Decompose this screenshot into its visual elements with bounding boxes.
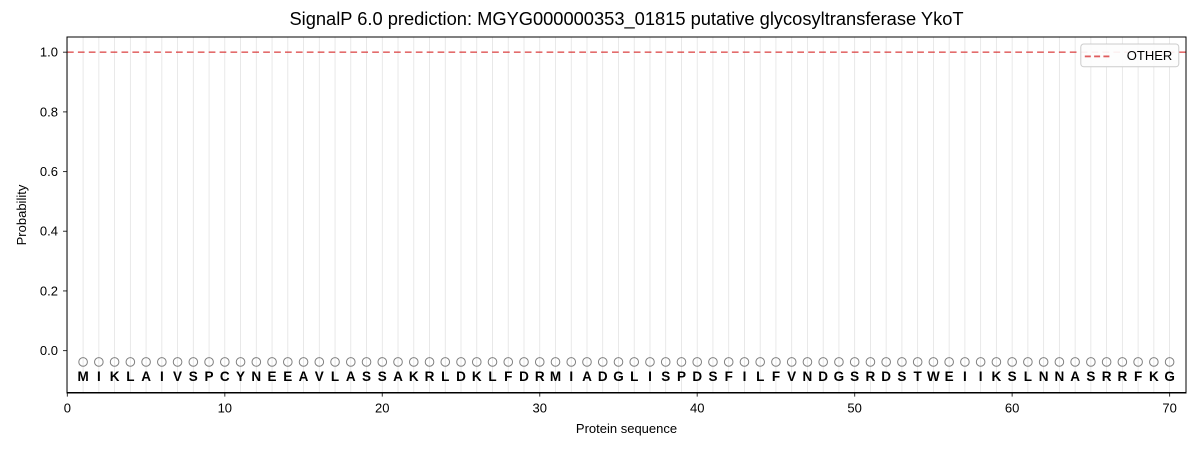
- svg-text:S: S: [362, 369, 371, 384]
- svg-text:F: F: [725, 369, 733, 384]
- svg-text:D: D: [598, 369, 608, 384]
- svg-text:S: S: [661, 369, 670, 384]
- svg-text:P: P: [205, 369, 214, 384]
- svg-text:C: C: [220, 369, 230, 384]
- svg-text:L: L: [488, 369, 496, 384]
- svg-text:L: L: [1024, 369, 1032, 384]
- svg-text:R: R: [1102, 369, 1112, 384]
- svg-text:G: G: [613, 369, 624, 384]
- svg-text:L: L: [126, 369, 134, 384]
- svg-text:A: A: [346, 369, 356, 384]
- svg-text:E: E: [268, 369, 277, 384]
- svg-text:T: T: [914, 369, 923, 384]
- svg-text:A: A: [582, 369, 592, 384]
- svg-text:G: G: [1164, 369, 1175, 384]
- svg-text:A: A: [393, 369, 403, 384]
- svg-text:I: I: [979, 369, 983, 384]
- svg-text:D: D: [692, 369, 702, 384]
- svg-text:A: A: [299, 369, 309, 384]
- svg-text:N: N: [1039, 369, 1049, 384]
- svg-text:30: 30: [533, 401, 547, 416]
- svg-text:I: I: [743, 369, 747, 384]
- svg-text:1.0: 1.0: [40, 45, 58, 60]
- svg-text:L: L: [756, 369, 764, 384]
- svg-text:S: S: [708, 369, 717, 384]
- svg-text:I: I: [160, 369, 164, 384]
- svg-text:F: F: [1134, 369, 1142, 384]
- svg-text:70: 70: [1162, 401, 1176, 416]
- svg-text:V: V: [173, 369, 182, 384]
- svg-text:R: R: [866, 369, 876, 384]
- svg-text:K: K: [110, 369, 120, 384]
- svg-text:Y: Y: [236, 369, 245, 384]
- svg-text:I: I: [648, 369, 652, 384]
- svg-text:0.0: 0.0: [40, 343, 58, 358]
- svg-text:D: D: [818, 369, 828, 384]
- svg-text:S: S: [850, 369, 859, 384]
- svg-text:N: N: [803, 369, 813, 384]
- svg-text:N: N: [1055, 369, 1065, 384]
- svg-text:40: 40: [690, 401, 704, 416]
- svg-text:K: K: [409, 369, 419, 384]
- svg-text:L: L: [331, 369, 339, 384]
- svg-text:0.2: 0.2: [40, 283, 58, 298]
- svg-text:60: 60: [1005, 401, 1019, 416]
- svg-text:M: M: [77, 369, 88, 384]
- svg-text:W: W: [927, 369, 940, 384]
- svg-text:20: 20: [375, 401, 389, 416]
- svg-text:I: I: [569, 369, 573, 384]
- svg-text:V: V: [315, 369, 324, 384]
- svg-text:A: A: [141, 369, 151, 384]
- svg-text:50: 50: [847, 401, 861, 416]
- svg-text:N: N: [251, 369, 261, 384]
- svg-text:0.4: 0.4: [40, 224, 58, 239]
- svg-text:F: F: [772, 369, 780, 384]
- svg-text:I: I: [97, 369, 101, 384]
- svg-text:S: S: [189, 369, 198, 384]
- svg-text:L: L: [630, 369, 638, 384]
- svg-text:S: S: [897, 369, 906, 384]
- svg-text:E: E: [283, 369, 292, 384]
- svg-text:S: S: [378, 369, 387, 384]
- svg-text:R: R: [535, 369, 545, 384]
- svg-text:K: K: [472, 369, 482, 384]
- svg-text:0.6: 0.6: [40, 164, 58, 179]
- svg-text:K: K: [1149, 369, 1159, 384]
- svg-text:G: G: [834, 369, 845, 384]
- svg-text:0.8: 0.8: [40, 104, 58, 119]
- svg-text:I: I: [963, 369, 967, 384]
- svg-text:OTHER: OTHER: [1127, 48, 1173, 63]
- svg-text:S: S: [1008, 369, 1017, 384]
- svg-text:R: R: [1117, 369, 1127, 384]
- svg-text:R: R: [425, 369, 435, 384]
- svg-text:V: V: [787, 369, 796, 384]
- svg-text:E: E: [945, 369, 954, 384]
- svg-text:10: 10: [218, 401, 232, 416]
- svg-text:L: L: [441, 369, 449, 384]
- svg-text:P: P: [677, 369, 686, 384]
- svg-text:D: D: [456, 369, 466, 384]
- svg-text:K: K: [992, 369, 1002, 384]
- svg-text:D: D: [881, 369, 891, 384]
- svg-text:S: S: [1086, 369, 1095, 384]
- svg-text:M: M: [550, 369, 561, 384]
- svg-text:0: 0: [64, 401, 71, 416]
- svg-text:D: D: [519, 369, 529, 384]
- svg-text:F: F: [504, 369, 512, 384]
- svg-text:A: A: [1070, 369, 1080, 384]
